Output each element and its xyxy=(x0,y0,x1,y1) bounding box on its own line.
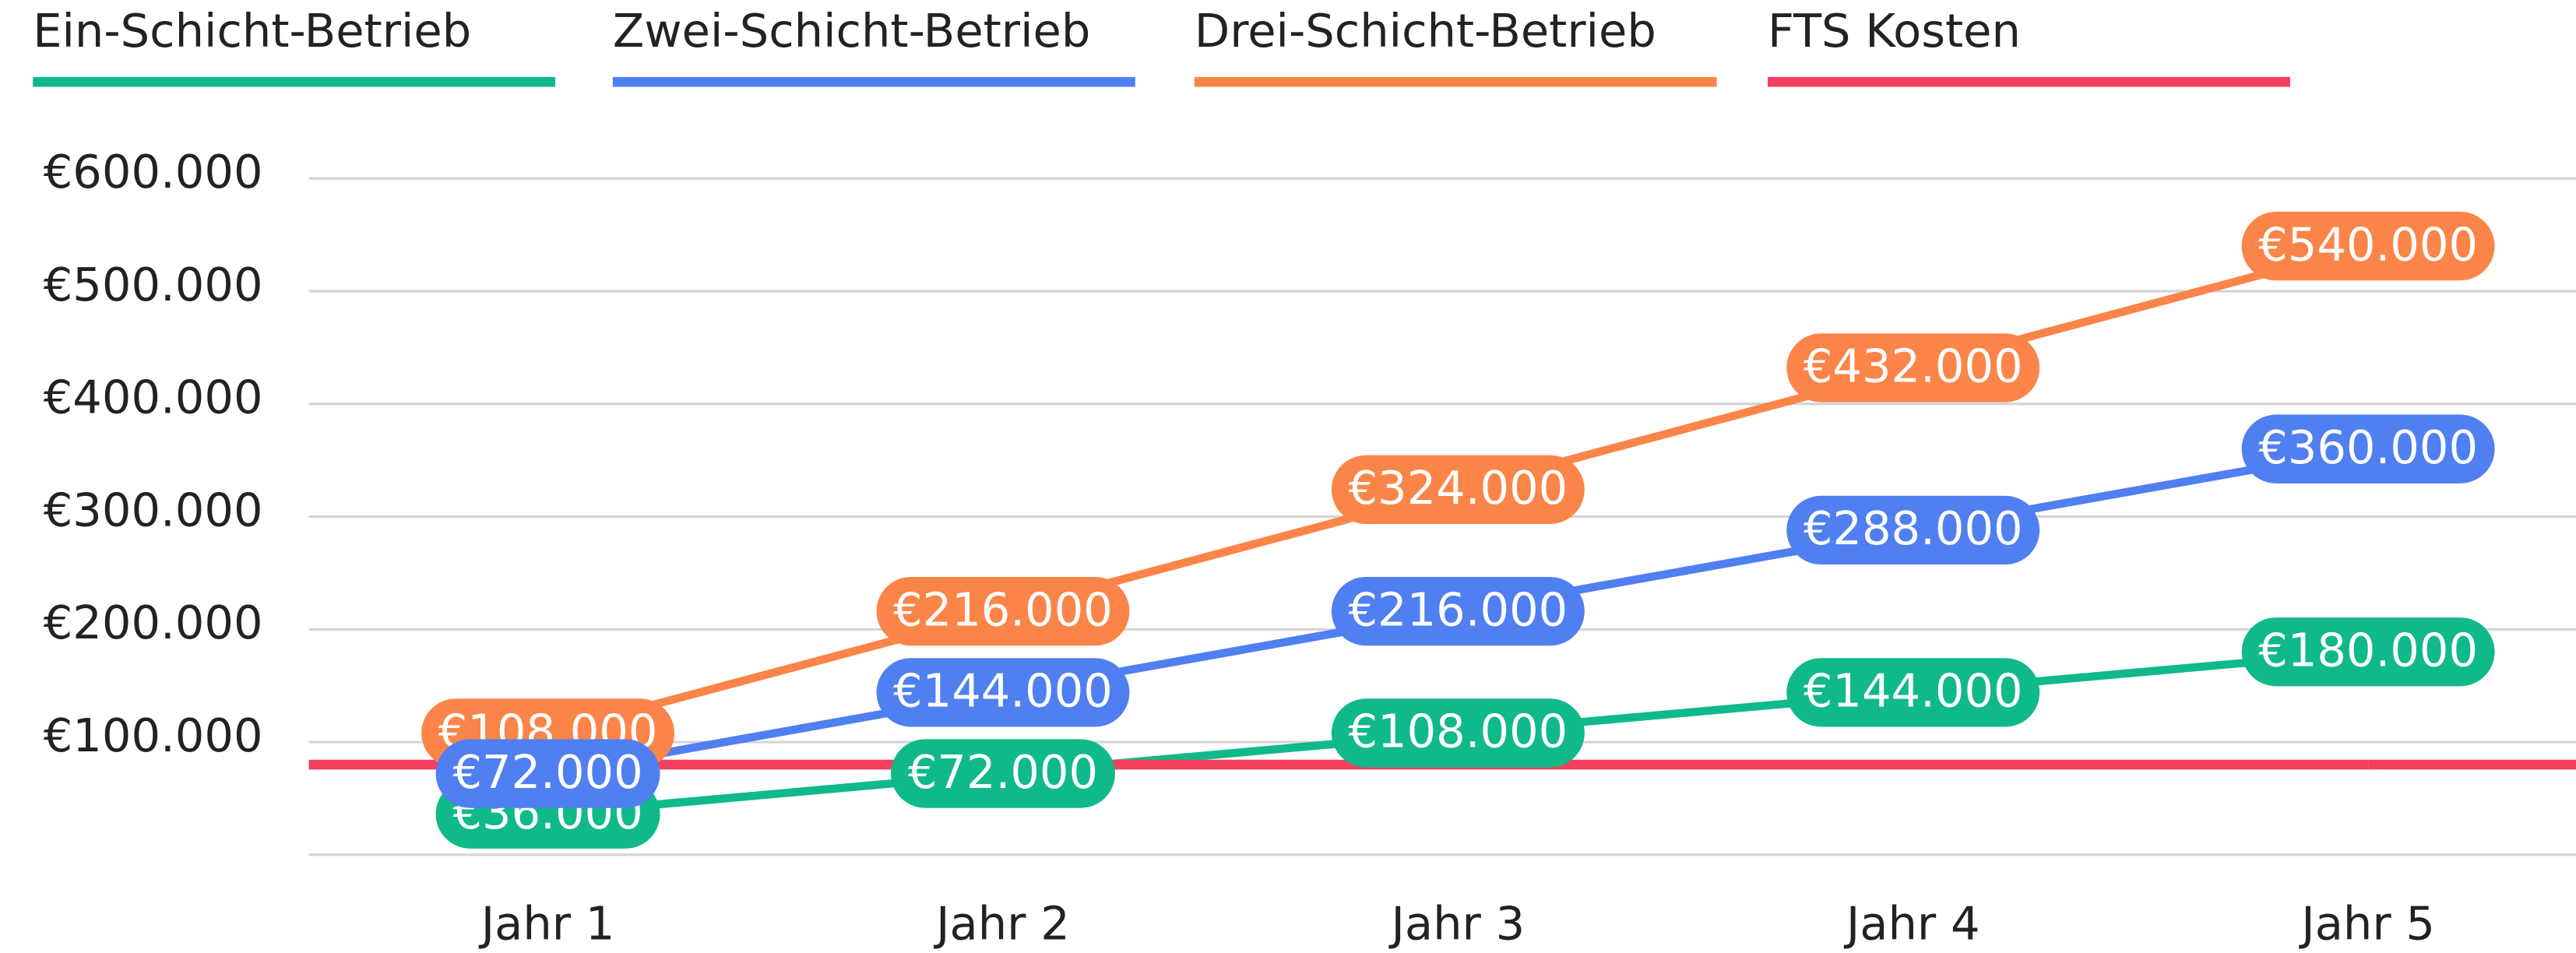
x-tick-label: Jahr 1 xyxy=(478,897,615,951)
y-tick-label: €400.000 xyxy=(44,371,263,424)
data-point xyxy=(2241,617,2495,687)
y-tick-label: €100.000 xyxy=(44,709,263,762)
data-label: €540.000 xyxy=(2258,217,2478,271)
data-point xyxy=(1331,698,1585,768)
legend-label: FTS Kosten xyxy=(1768,4,2021,58)
data-label: €216.000 xyxy=(893,582,1113,636)
x-tick-label: Jahr 5 xyxy=(2298,897,2435,951)
data-label: €432.000 xyxy=(1804,339,2023,393)
data-point xyxy=(890,739,1115,808)
data-point xyxy=(876,658,1130,727)
data-point xyxy=(1786,658,2040,727)
data-label: €360.000 xyxy=(2258,420,2478,474)
data-point xyxy=(1331,455,1585,524)
data-point xyxy=(876,576,1130,646)
data-label: €108.000 xyxy=(1348,705,1568,758)
data-label: €216.000 xyxy=(1348,582,1568,636)
x-tick-label: Jahr 3 xyxy=(1388,897,1526,951)
y-tick-label: €500.000 xyxy=(44,258,263,311)
x-tick-label: Jahr 4 xyxy=(1843,897,1980,951)
data-label: €288.000 xyxy=(1804,501,2023,555)
data-point xyxy=(1331,576,1585,646)
legend-label: Ein-Schicht-Betrieb xyxy=(33,4,471,58)
data-point xyxy=(2241,414,2495,484)
data-label: €180.000 xyxy=(2258,624,2478,677)
x-tick-label: Jahr 2 xyxy=(933,897,1070,951)
y-tick-label: €300.000 xyxy=(44,483,263,536)
data-point xyxy=(1786,333,2040,403)
data-label: €72.000 xyxy=(452,745,642,799)
data-label: €144.000 xyxy=(893,664,1113,718)
y-tick-label: €600.000 xyxy=(44,145,263,199)
legend-label: Zwei-Schicht-Betrieb xyxy=(613,4,1090,58)
data-label: €324.000 xyxy=(1348,461,1568,515)
data-point xyxy=(1786,495,2040,565)
data-label: €72.000 xyxy=(908,745,1098,799)
y-tick-label: €200.000 xyxy=(44,596,263,649)
legend-label: Drei-Schicht-Betrieb xyxy=(1195,4,1656,58)
data-label: €144.000 xyxy=(1804,664,2023,718)
data-point xyxy=(2241,211,2495,281)
data-point xyxy=(435,739,660,808)
